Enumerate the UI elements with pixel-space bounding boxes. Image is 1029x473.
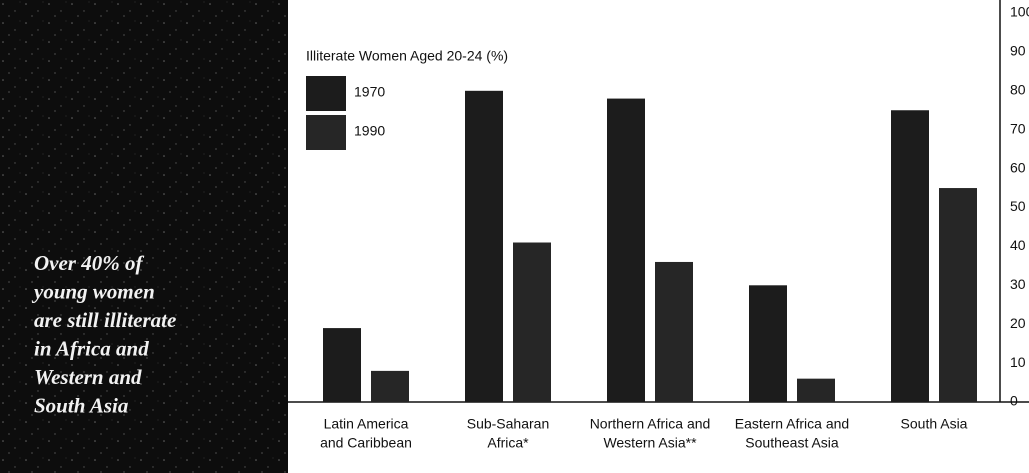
bar [607,98,645,402]
y-tick-label: 40 [1010,237,1026,253]
x-tick-label: Sub-Saharan [467,416,550,432]
x-tick-label: Africa* [487,435,529,451]
bar [465,90,503,403]
x-tick-label: and Caribbean [320,435,412,451]
y-tick-label: 0 [1010,393,1018,409]
bar [323,328,361,402]
legend-swatch [306,76,346,111]
y-tick-label: 90 [1010,43,1026,59]
legend-swatch [306,115,346,150]
x-tick-label: Latin America [324,416,409,432]
annotation-line: in Africa and [34,336,149,360]
annotation-line: Over 40% of [34,251,144,275]
bar [513,242,551,402]
annotation-line: South Asia [34,393,128,417]
side-panel [0,0,288,473]
y-tick-label: 70 [1010,120,1026,136]
annotation-line: are still illiterate [34,308,176,332]
bar [655,261,693,402]
y-tick-label: 80 [1010,82,1026,98]
bar [891,110,929,402]
bar [797,378,835,402]
bar [939,188,977,402]
y-tick-label: 20 [1010,315,1026,331]
y-tick-label: 30 [1010,276,1026,292]
legend-label: 1990 [354,123,385,139]
y-tick-label: 50 [1010,198,1026,214]
x-tick-label: Western Asia** [603,435,697,451]
y-tick-label: 10 [1010,354,1026,370]
y-tick-label: 100 [1010,4,1029,20]
x-tick-label: Southeast Asia [745,435,839,451]
x-tick-label: Northern Africa and [590,416,711,432]
bar [749,285,787,402]
x-tick-label: Eastern Africa and [735,416,849,432]
annotation-line: Western and [34,365,142,389]
bar [371,370,409,402]
y-tick-label: 60 [1010,159,1026,175]
legend-title: Illiterate Women Aged 20-24 (%) [306,48,508,64]
x-tick-label: South Asia [901,416,968,432]
annotation-line: young women [31,279,155,303]
legend-label: 1970 [354,84,385,100]
